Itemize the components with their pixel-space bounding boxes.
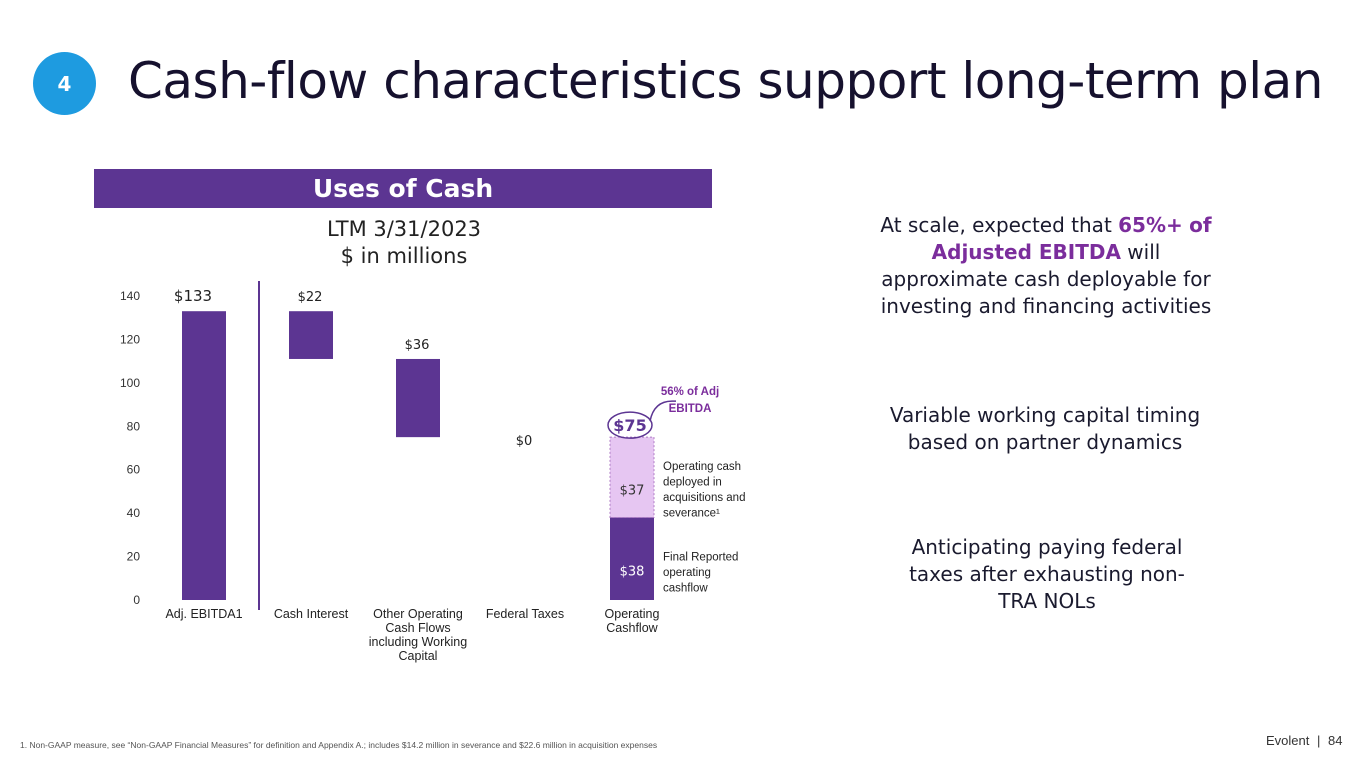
stack-value-label: $38 (620, 565, 645, 580)
stack-value-label: $37 (620, 483, 645, 498)
footer: Evolent | 84 (1266, 733, 1342, 748)
x-category-label: Cash Flows (385, 621, 450, 635)
x-category-label: Federal Taxes (486, 607, 564, 621)
uses-of-cash-header: Uses of Cash (94, 169, 712, 208)
chart-period: LTM 3/31/2023 (326, 217, 482, 241)
bar-final-reported-cashflow (610, 517, 654, 600)
chart-subtitle: LTM 3/31/2023 $ in millions (300, 216, 508, 270)
stack-note-line: severance¹ (663, 508, 720, 520)
footer-brand: Evolent (1266, 733, 1310, 748)
callout-text-line: EBITDA (669, 403, 712, 415)
right-point-2: Variable working capital timing based on… (889, 403, 1201, 454)
point-1-highlight-pct: 65%+ (1118, 213, 1183, 237)
callout-connector (649, 400, 676, 422)
footnote: 1. Non-GAAP measure, see “Non-GAAP Finan… (20, 740, 658, 750)
x-category-label: Adj. EBITDA1 (165, 607, 242, 621)
bar-value-label: $22 (298, 290, 323, 305)
callout-text-line: 56% of Adj (661, 386, 719, 398)
bar-value-label: $133 (174, 287, 212, 305)
waterfall-bar (396, 358, 440, 438)
stack-note-line: Final Reported (663, 551, 738, 563)
y-tick-label: 140 (120, 289, 140, 303)
stack-note-line: cashflow (663, 582, 708, 594)
total-label-ring (607, 411, 653, 439)
right-point-1: At scale, expected that 65%+ of Adjusted… (870, 212, 1222, 320)
section-number-badge: 4 (33, 52, 96, 115)
point-1-post: will approximate cash deployable for inv… (880, 240, 1212, 318)
x-category-label: Cash Interest (274, 607, 349, 621)
y-tick-label: 120 (120, 332, 140, 346)
waterfall-bar (289, 311, 333, 359)
point-1-highlight-metric: of Adjusted EBITDA (931, 213, 1212, 264)
page-number: 84 (1328, 733, 1343, 748)
x-category-label: Other Operating (373, 607, 463, 621)
y-tick-label: 60 (127, 463, 141, 477)
chart-units: $ in millions (340, 244, 468, 268)
bar-value-label: $0 (516, 434, 533, 449)
footer-separator: | (1317, 733, 1321, 748)
stack-note-line: deployed in (663, 477, 722, 489)
x-category-label: Operating (605, 607, 660, 621)
y-tick-label: 100 (120, 376, 140, 390)
y-tick-label: 40 (127, 506, 141, 520)
y-tick-label: 0 (133, 593, 140, 607)
stack-note-line: operating (663, 567, 711, 579)
page-title: Cash-flow characteristics support long-t… (128, 52, 1323, 110)
y-tick-label: 80 (127, 419, 141, 433)
x-category-label: including Working (369, 635, 467, 649)
total-value-label: $75 (613, 416, 646, 435)
bar-value-label: $36 (405, 338, 430, 353)
uses-of-cash-waterfall-chart: 0 20 40 60 80 100 120 140 $133 $22 $36 $0 $38 Final R… (120, 281, 745, 663)
stack-note-line: Operating cash (663, 461, 741, 473)
x-category-label: Cashflow (606, 621, 658, 635)
right-point-3: Anticipating paying federal taxes after … (909, 535, 1185, 613)
point-1-pre: At scale, expected that (880, 213, 1119, 237)
stack-note-line: acquisitions and (663, 492, 745, 504)
waterfall-bar (182, 311, 226, 600)
bar-cash-deployed (609, 436, 655, 518)
x-category-label: Capital (399, 649, 438, 663)
y-tick-label: 20 (127, 550, 141, 564)
